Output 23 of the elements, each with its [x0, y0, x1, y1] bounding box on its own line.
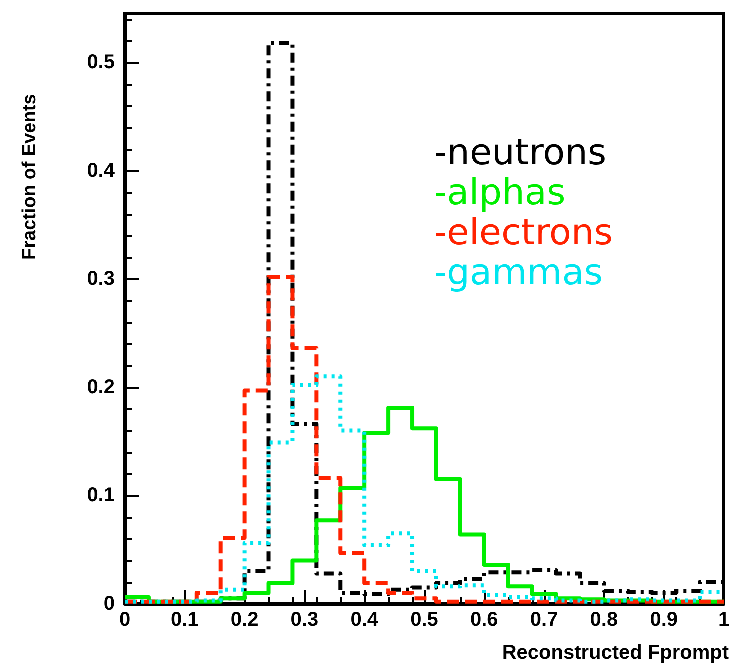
- x-tick-label: 0.1: [170, 609, 199, 631]
- y-tick-label: 0.5: [87, 52, 115, 74]
- text: -electrons: [434, 212, 614, 254]
- text: -gammas: [434, 252, 604, 294]
- y-tick-label: 0.2: [87, 376, 115, 398]
- x-tick-label: 0.9: [650, 609, 678, 631]
- y-tick-label: 0.1: [87, 484, 115, 507]
- x-tick-label: 0: [119, 609, 131, 631]
- x-tick-label: 0.7: [530, 609, 558, 631]
- x-tick-label: 0.4: [350, 609, 380, 631]
- y-tick-label: 0.3: [87, 268, 115, 290]
- text: -neutrons: [434, 132, 607, 174]
- x-tick-label: 0.3: [290, 609, 319, 631]
- y-axis-title: Fraction of Events: [20, 94, 40, 260]
- x-tick-label: 0.6: [470, 609, 498, 631]
- x-tick-label: 0.5: [410, 609, 438, 631]
- y-tick-label: 0.4: [87, 160, 116, 182]
- x-tick-label: 0.2: [230, 609, 259, 631]
- x-axis-title: Reconstructed Fprompt: [502, 642, 730, 664]
- text: -alphas: [434, 172, 566, 214]
- y-tick-label: 0: [104, 593, 115, 615]
- x-tick-label: 0.8: [590, 609, 618, 631]
- x-tick-label: 1: [718, 609, 730, 631]
